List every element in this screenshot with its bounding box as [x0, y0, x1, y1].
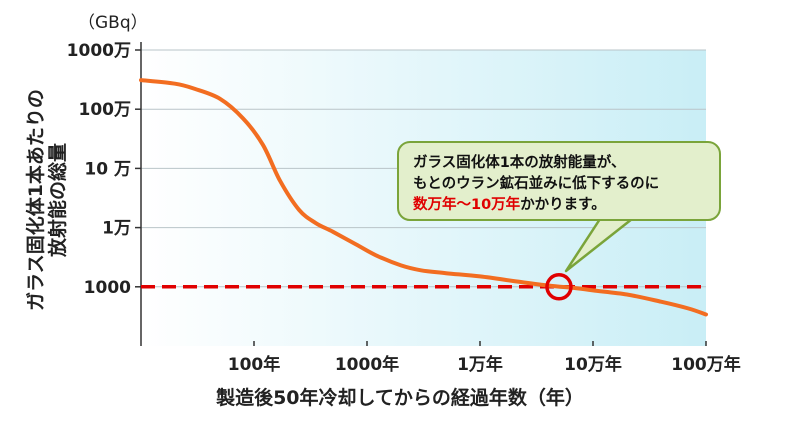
x-tick-label: 1000年 [335, 354, 399, 375]
callout-highlight: 数万年～10万年 [413, 197, 521, 213]
crossing-marker-circle [545, 273, 573, 301]
y-axis-title-line-2: 放射能の総量 [47, 143, 69, 258]
series-line [139, 78, 708, 317]
callout-box: ガラス固化体1本の放射能量が、 もとのウラン鉱石並みに低下するのに 数万年～10… [397, 141, 721, 221]
y-tick-label: 1万 [102, 219, 131, 239]
y-axis-title: ガラス固化体1本あたりの 放射能の総量 [25, 89, 69, 311]
x-tick-label: 100年 [228, 354, 281, 375]
callout-line-1: ガラス固化体1本の放射能量が、 [413, 155, 626, 171]
x-tick-label: 1万年 [457, 354, 503, 375]
y-tick-label: 10 万 [84, 159, 131, 179]
callout-line-2: もとのウラン鉱石並みに低下するのに [413, 176, 660, 192]
y-tick-label: 100万 [79, 100, 132, 120]
callout-line-3: 数万年～10万年かかります。 [413, 195, 705, 216]
x-tick-label: 10万年 [564, 354, 622, 375]
y-unit-label: （GBq） [78, 13, 148, 33]
callout-line-3-rest: かかります。 [520, 197, 606, 213]
y-tick-label: 1000万 [67, 41, 131, 61]
x-axis-title: 製造後50年冷却してからの経過年数（年） [216, 387, 584, 409]
y-tick-label: 1000 [84, 278, 131, 298]
x-tick-label: 100万年 [671, 354, 741, 375]
y-axis-title-line-1: ガラス固化体1本あたりの [25, 89, 47, 311]
